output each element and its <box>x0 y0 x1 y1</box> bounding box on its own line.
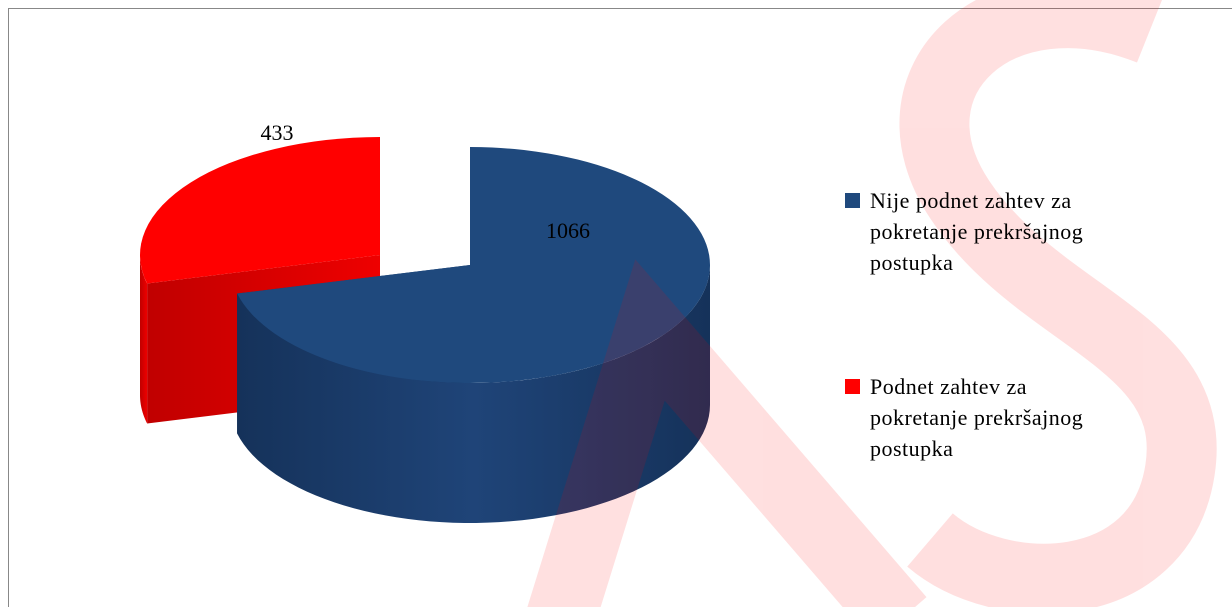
watermark <box>527 0 1217 607</box>
legend-item: Nije podnet zahtev za pokretanje prekrša… <box>845 185 1085 278</box>
pie-slice <box>237 147 710 383</box>
chart-border <box>8 8 1232 607</box>
legend-label: Nije podnet zahtev za pokretanje prekrša… <box>870 188 1084 275</box>
legend-swatch <box>845 379 860 394</box>
legend-label: Podnet zahtev za pokretanje prekršajnog … <box>870 374 1084 461</box>
data-label: 433 <box>261 120 294 145</box>
pie-side <box>140 255 148 424</box>
data-label: 1066 <box>546 218 590 243</box>
pie-slice <box>140 137 380 284</box>
legend-item: Podnet zahtev za pokretanje prekršajnog … <box>845 371 1085 464</box>
pie-side <box>237 265 710 523</box>
legend-swatch <box>845 193 860 208</box>
pie: 1066 433 <box>140 120 710 523</box>
